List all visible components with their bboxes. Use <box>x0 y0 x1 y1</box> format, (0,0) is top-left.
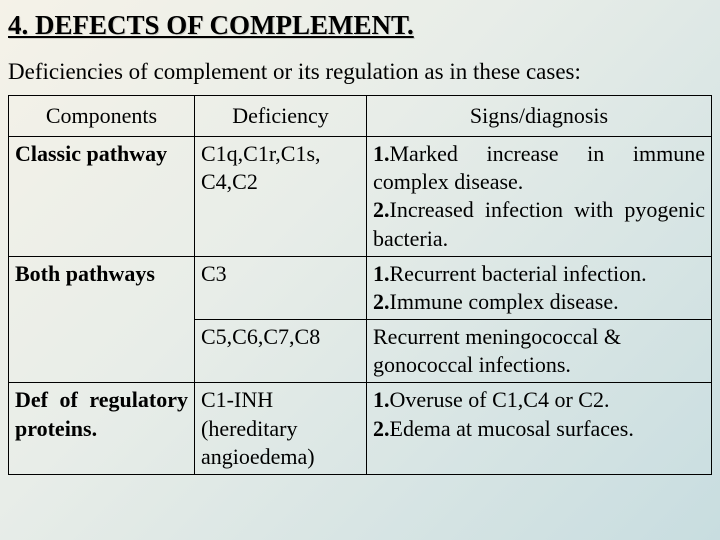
sig-text: Overuse of C1,C4 or C2. <box>390 387 610 412</box>
cell-deficiency: C3 <box>195 256 367 319</box>
sig-label: 1. <box>373 387 390 412</box>
sig-label: 2. <box>373 416 390 441</box>
table-row: Both pathways C3 1.Recurrent bacterial i… <box>9 256 712 319</box>
sig-text: Immune complex disease. <box>390 289 619 314</box>
header-deficiency: Deficiency <box>195 96 367 137</box>
sig-text: Recurrent bacterial infection. <box>390 261 647 286</box>
section-title: 4. DEFECTS OF COMPLEMENT. <box>8 10 712 41</box>
sig-label: 2. <box>373 289 390 314</box>
cell-signs: Recurrent meningococcal & gonococcal inf… <box>367 320 712 383</box>
table-header-row: Components Deficiency Signs/diagnosis <box>9 96 712 137</box>
sig-text: Increased infection with pyogenic bacter… <box>373 197 705 250</box>
cell-component: Def of regulatory proteins. <box>9 383 195 474</box>
sig-text: Edema at mucosal surfaces. <box>390 416 634 441</box>
intro-text: Deficiencies of complement or its regula… <box>8 59 712 85</box>
header-signs: Signs/diagnosis <box>367 96 712 137</box>
cell-deficiency: C5,C6,C7,C8 <box>195 320 367 383</box>
cell-component: Classic pathway <box>9 137 195 257</box>
cell-deficiency: C1-INH (hereditary angioedema) <box>195 383 367 474</box>
sig-label: 2. <box>373 197 390 222</box>
slide-content: 4. DEFECTS OF COMPLEMENT. Deficiencies o… <box>0 0 720 485</box>
cell-signs: 1.Marked increase in immune complex dise… <box>367 137 712 257</box>
sig-label: 1. <box>373 141 390 166</box>
table-row: Def of regulatory proteins. C1-INH (here… <box>9 383 712 474</box>
cell-signs: 1.Overuse of C1,C4 or C2. 2.Edema at muc… <box>367 383 712 474</box>
sig-label: 1. <box>373 261 390 286</box>
complement-table: Components Deficiency Signs/diagnosis Cl… <box>8 95 712 475</box>
cell-component: Both pathways <box>9 256 195 383</box>
header-components: Components <box>9 96 195 137</box>
cell-deficiency: C1q,C1r,C1s, C4,C2 <box>195 137 367 257</box>
table-row: Classic pathway C1q,C1r,C1s, C4,C2 1.Mar… <box>9 137 712 257</box>
sig-text: Marked increase in immune complex diseas… <box>373 141 705 194</box>
cell-signs: 1.Recurrent bacterial infection. 2.Immun… <box>367 256 712 319</box>
